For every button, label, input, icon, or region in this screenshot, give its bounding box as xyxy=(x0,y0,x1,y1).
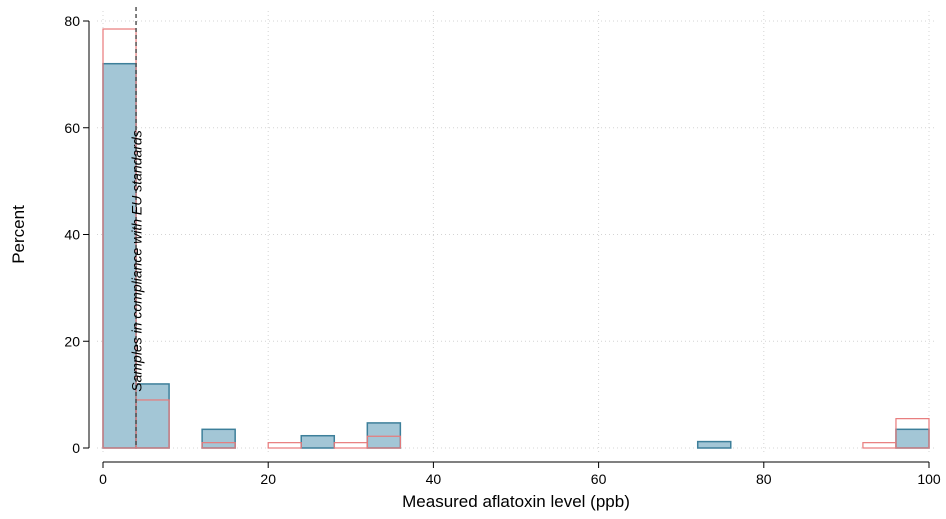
bar-outline xyxy=(267,442,302,449)
y-axis-title: Percent xyxy=(9,205,28,264)
filled-series xyxy=(102,62,930,449)
bar-outline xyxy=(333,442,368,449)
x-tick-label: 100 xyxy=(917,471,941,487)
bar-filled xyxy=(135,383,170,449)
bar-outline xyxy=(895,418,930,449)
bar-filled xyxy=(696,440,732,449)
y-tick-label: 0 xyxy=(72,440,80,456)
y-tick-label: 20 xyxy=(64,333,80,349)
x-tick-label: 20 xyxy=(260,471,276,487)
y-tick-label: 60 xyxy=(64,120,80,136)
bar-filled xyxy=(300,434,336,449)
x-tick-label: 40 xyxy=(426,471,442,487)
threshold: Samples in compliance with EU standards xyxy=(129,7,145,448)
bar-filled xyxy=(895,428,930,449)
ticks: 0 20 40 60 80 0 20 40 60 80 100 xyxy=(64,13,940,487)
x-tick-label: 80 xyxy=(756,471,772,487)
bar-outline xyxy=(366,435,401,449)
y-tick-label: 40 xyxy=(64,227,80,243)
bar-filled xyxy=(366,422,402,449)
x-tick-label: 60 xyxy=(591,471,607,487)
bar-outline xyxy=(201,442,236,449)
outline-series xyxy=(102,28,930,449)
grid-lines xyxy=(97,11,937,454)
bar-filled xyxy=(201,428,236,449)
x-tick-label: 0 xyxy=(99,471,107,487)
bar-outline xyxy=(862,442,897,449)
threshold-label: Samples in compliance with EU standards xyxy=(129,130,145,391)
axes xyxy=(88,21,929,463)
bar-filled xyxy=(102,62,137,449)
y-tick-label: 80 xyxy=(64,13,80,29)
x-axis-title: Measured aflatoxin level (ppb) xyxy=(402,492,630,511)
